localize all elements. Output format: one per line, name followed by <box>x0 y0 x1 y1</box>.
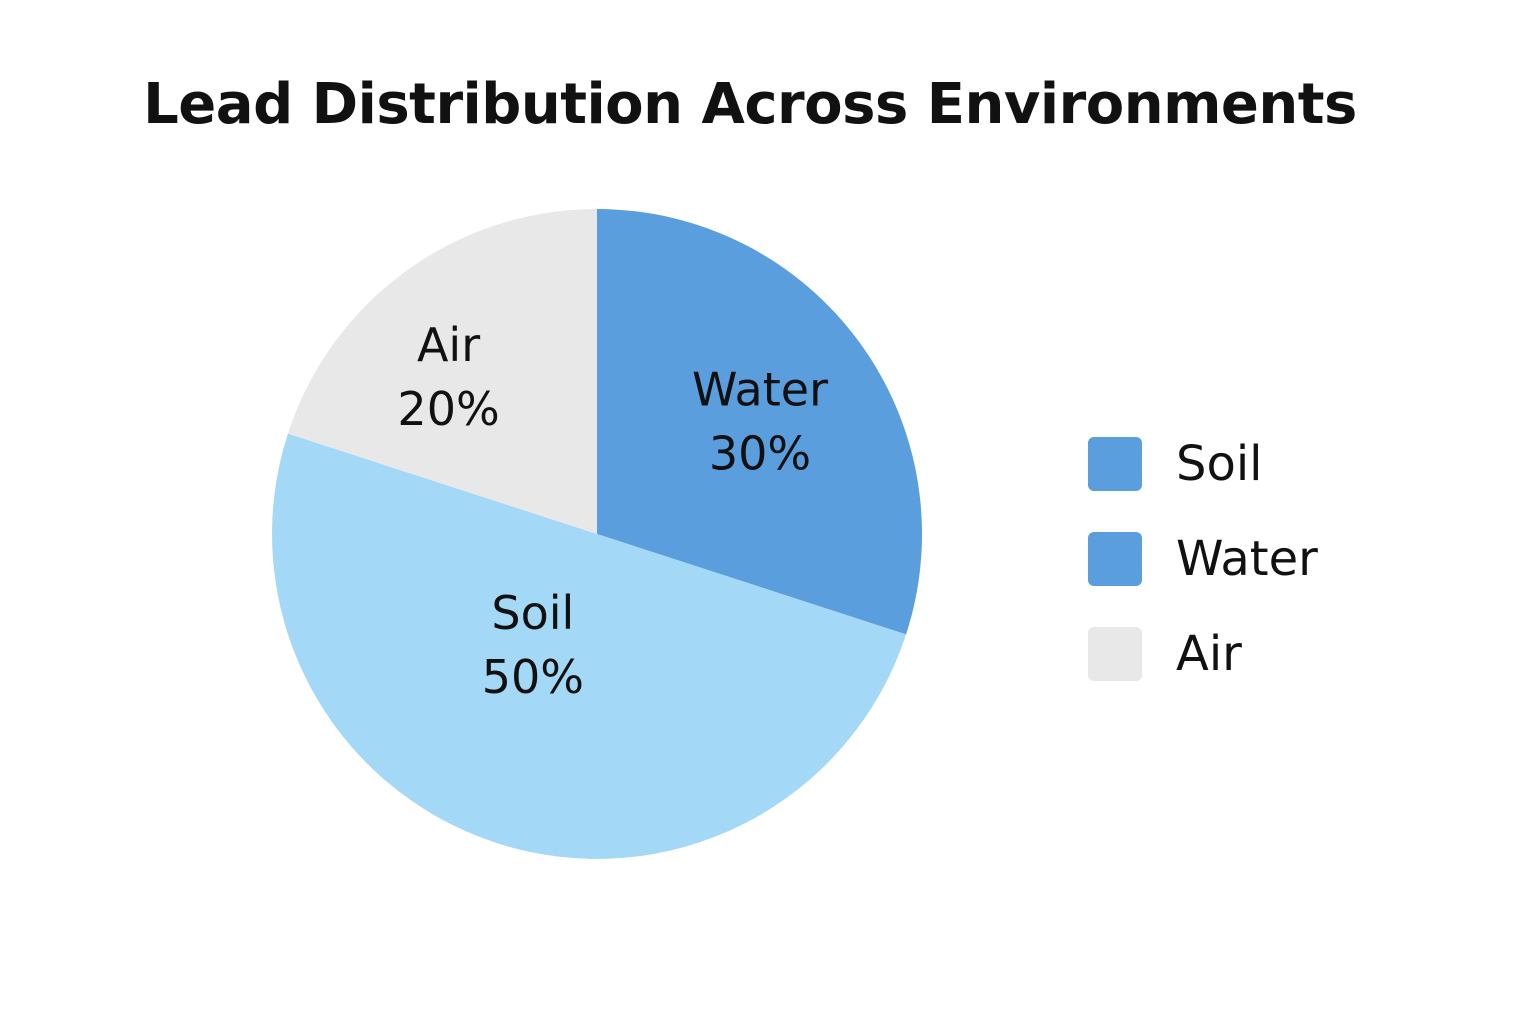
pie-slices <box>272 209 922 859</box>
slice-label-water: Water 30% <box>692 363 828 481</box>
pie-slice-water <box>597 209 922 635</box>
slice-name-air: Air <box>417 318 480 372</box>
slice-name-soil: Soil <box>491 586 574 640</box>
legend-item-soil: Soil <box>1088 436 1318 492</box>
pie-slice-soil <box>272 433 907 859</box>
legend-label-air: Air <box>1176 626 1242 682</box>
slice-percent-air: 20% <box>397 382 499 436</box>
legend-label-water: Water <box>1176 531 1318 587</box>
pie-slice-air <box>287 209 597 534</box>
legend: Soil Water Air <box>1088 436 1318 721</box>
legend-swatch-air <box>1088 627 1142 681</box>
slice-name-water: Water <box>692 363 828 417</box>
legend-item-water: Water <box>1088 531 1318 587</box>
pie-slice-labels: Water 30% Soil 50% Air 20% <box>397 318 828 704</box>
slice-label-air: Air 20% <box>397 318 499 436</box>
slice-percent-soil: 50% <box>482 650 584 704</box>
legend-item-air: Air <box>1088 626 1318 682</box>
slice-percent-water: 30% <box>709 427 811 481</box>
legend-swatch-water <box>1088 532 1142 586</box>
legend-swatch-soil <box>1088 437 1142 491</box>
legend-label-soil: Soil <box>1176 436 1263 492</box>
slice-label-soil: Soil 50% <box>482 586 584 704</box>
chart-title: Lead Distribution Across Environments <box>143 72 1357 137</box>
